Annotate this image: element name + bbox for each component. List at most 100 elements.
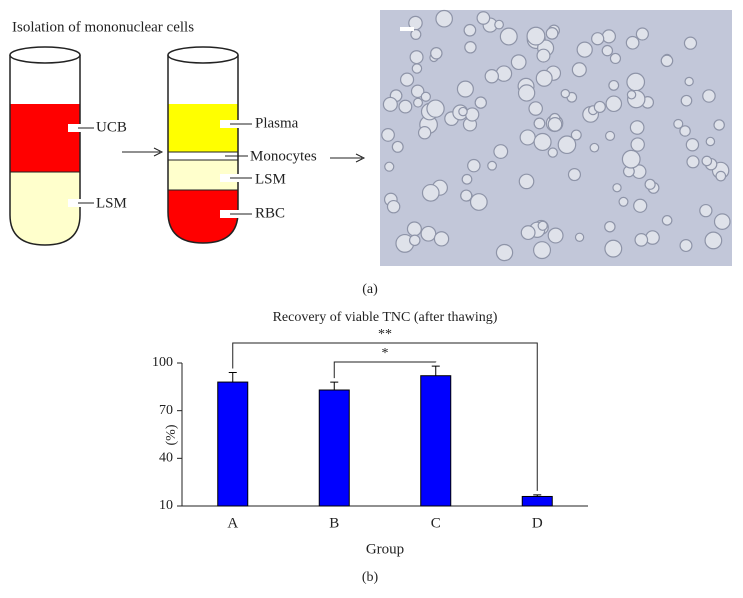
cell (535, 69, 553, 87)
cell (382, 96, 398, 112)
cell (545, 27, 559, 40)
cell (537, 220, 548, 231)
cell (391, 140, 404, 153)
significance-label: * (382, 346, 389, 361)
cell (618, 196, 629, 207)
y-tick-label: 10 (159, 498, 173, 513)
cell (634, 233, 649, 247)
cell (593, 100, 606, 114)
significance-label: ** (378, 327, 392, 342)
cell (609, 52, 622, 65)
cell (518, 173, 535, 190)
tube-label: Plasma (255, 115, 299, 131)
cell (589, 142, 600, 153)
bar-chart: Recovery of viable TNC (after thawing) G… (152, 310, 588, 585)
cell (673, 118, 684, 129)
ucb-layer (10, 104, 80, 172)
cell (626, 90, 637, 100)
cell (463, 23, 477, 37)
error-bar (431, 365, 440, 376)
tube-label: LSM (255, 171, 286, 187)
tube-rim (167, 46, 239, 64)
cell (715, 170, 727, 182)
cell (660, 54, 674, 68)
chart-title: Recovery of viable TNC (after thawing) (273, 310, 498, 325)
cell (605, 130, 616, 141)
cell (547, 147, 558, 158)
tube-rim (9, 46, 81, 64)
cell (499, 27, 518, 46)
x-axis-label: Group (366, 541, 404, 557)
caption: (b) (362, 570, 379, 585)
cell (679, 239, 693, 253)
cell (635, 27, 649, 41)
cell (644, 178, 656, 190)
cell (608, 79, 620, 91)
cells (381, 9, 731, 262)
lsm-layer (10, 172, 80, 245)
cell (493, 144, 509, 159)
cell (557, 135, 577, 155)
tube (167, 55, 239, 244)
bar (420, 375, 452, 507)
cell (630, 137, 645, 152)
cell (645, 230, 660, 245)
cell (487, 160, 498, 171)
cell (384, 161, 395, 172)
cell (420, 91, 431, 102)
panel-title: Isolation of mononuclear cells (12, 19, 194, 35)
cell (576, 41, 593, 58)
cell (704, 231, 723, 250)
cell (560, 88, 571, 99)
cell (381, 128, 395, 142)
x-tick-label: C (431, 515, 441, 531)
cell (713, 119, 725, 131)
cell (406, 221, 422, 237)
cell (591, 32, 605, 46)
cell (526, 26, 546, 46)
bar (318, 389, 350, 507)
cell (411, 63, 423, 74)
cell (510, 54, 527, 71)
cell (413, 97, 424, 108)
cell (604, 220, 616, 233)
cell (433, 231, 450, 247)
cell (460, 189, 473, 202)
cell (421, 183, 440, 202)
tube-label: Monocytes (250, 148, 317, 164)
cell (612, 183, 622, 193)
x-tick-label: B (329, 515, 339, 531)
cell (686, 155, 700, 169)
panel-a: Isolation of mononuclear cells UCB LSM P… (9, 9, 732, 297)
cell (605, 95, 623, 113)
cell (435, 9, 453, 28)
cell (484, 69, 499, 84)
y-axis-label: (%) (164, 424, 179, 445)
cell (625, 35, 640, 50)
cell (701, 155, 713, 167)
y-tick-label: 100 (152, 355, 173, 370)
cell (699, 203, 713, 218)
cell (532, 241, 552, 260)
cell (456, 80, 474, 98)
cell (685, 138, 700, 152)
tube-label: LSM (96, 195, 127, 211)
cell (533, 117, 546, 130)
bar (521, 495, 553, 507)
cell (410, 28, 422, 40)
significance-bracket (333, 361, 437, 379)
cell (680, 94, 693, 107)
bar (217, 381, 249, 507)
error-bar (330, 381, 339, 391)
cell (417, 126, 432, 140)
y-tick-label: 70 (159, 403, 173, 418)
y-tick-label: 40 (159, 451, 173, 466)
cell (528, 101, 543, 116)
tube-label: RBC (255, 205, 285, 221)
arrow-head (355, 153, 366, 163)
cell (408, 234, 421, 247)
cell (420, 225, 437, 242)
cell (679, 125, 691, 137)
x-tick-label: A (227, 515, 238, 531)
